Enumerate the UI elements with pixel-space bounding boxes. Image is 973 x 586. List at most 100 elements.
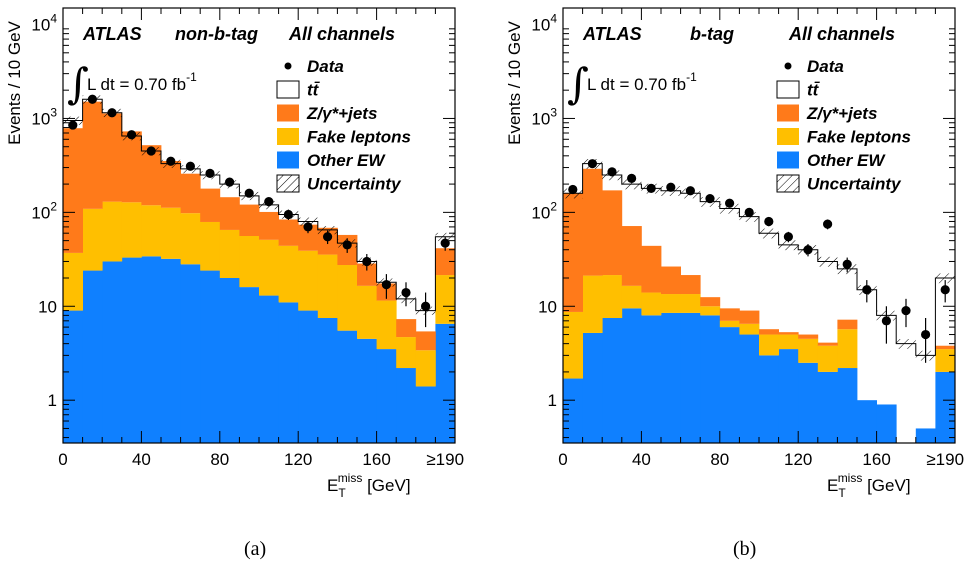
bar-otherew xyxy=(817,371,838,443)
legend-swatch-zjets xyxy=(777,104,799,122)
x-tick-label: 120 xyxy=(784,450,812,469)
bar-otherew xyxy=(739,334,760,443)
data-point xyxy=(87,94,97,104)
bar-zjets xyxy=(298,224,319,251)
data-point xyxy=(185,161,195,171)
data-point xyxy=(166,156,176,166)
bar-fake xyxy=(337,265,358,331)
legend-label-fake: Fake leptons xyxy=(307,128,411,147)
data-point xyxy=(725,198,735,208)
bar-zjets xyxy=(700,297,721,307)
uncertainty-band xyxy=(896,339,916,349)
bar-otherew xyxy=(63,310,83,443)
data-point xyxy=(705,194,715,204)
x-tick-label: 0 xyxy=(558,450,567,469)
bar-zjets xyxy=(621,226,642,286)
bar-zjets xyxy=(141,145,162,206)
data-point xyxy=(607,167,617,177)
bar-otherew xyxy=(200,270,221,443)
data-point xyxy=(764,216,774,227)
legend-swatch-fake xyxy=(277,128,299,145)
atlas-label: ATLAS xyxy=(582,24,642,44)
bar-zjets xyxy=(200,188,221,222)
panel-non-b-tag: 0 40 80 120 160 ≥190 1 10 102 103 104 Events / 10 G… xyxy=(5,7,464,500)
legend-swatch-ttbar xyxy=(776,80,800,99)
data-point xyxy=(685,186,696,196)
uncertainty-band xyxy=(778,240,799,251)
bar-otherew xyxy=(641,315,662,443)
integral-symbol: ∫ xyxy=(567,59,589,108)
atlas-label: ATLAS xyxy=(82,24,142,44)
legend-swatch-fake xyxy=(777,128,799,145)
bar-otherew xyxy=(82,270,103,443)
bar-otherew xyxy=(415,386,436,443)
legend-swatch-uncertainty xyxy=(776,174,800,193)
plot-area xyxy=(563,159,955,443)
bar-zjets xyxy=(582,168,603,276)
bar-fake xyxy=(278,245,299,303)
bar-zjets xyxy=(563,193,583,312)
x-tick-label: 160 xyxy=(362,450,390,469)
bar-fake xyxy=(239,236,260,288)
legend-data-marker xyxy=(784,62,792,70)
bar-fake xyxy=(415,350,436,387)
bar-fake xyxy=(180,213,201,265)
bar-zjets xyxy=(161,161,181,208)
bar-zjets xyxy=(102,113,123,202)
lumi-label: L dt = 0.70 fb-1 xyxy=(587,70,697,94)
legend-swatch-otherew xyxy=(277,151,299,169)
bar-zjets xyxy=(82,101,103,209)
y-tick-label: 10 xyxy=(38,297,57,316)
data-point xyxy=(568,184,578,195)
data-point xyxy=(381,280,391,290)
bar-fake xyxy=(63,252,83,311)
x-tick-label: 80 xyxy=(710,450,729,469)
bar-otherew xyxy=(278,302,299,443)
data-point xyxy=(440,238,450,248)
bar-zjets xyxy=(121,131,142,203)
y-tick-label: 102 xyxy=(531,199,557,222)
bar-zjets xyxy=(661,266,681,295)
bar-fake xyxy=(200,221,221,271)
bar-fake xyxy=(396,337,417,369)
bar-otherew xyxy=(915,428,936,443)
lumi-label: L dt = 0.70 fb-1 xyxy=(87,70,197,94)
bar-otherew xyxy=(935,371,955,443)
bar-otherew xyxy=(376,349,397,443)
data-point xyxy=(646,183,656,193)
data-point xyxy=(401,287,411,298)
data-point xyxy=(421,301,431,311)
bar-otherew xyxy=(680,312,701,443)
bar-zjets xyxy=(778,332,799,335)
bar-zjets xyxy=(180,173,201,214)
x-tick-label: 80 xyxy=(210,450,229,469)
bar-fake xyxy=(817,345,838,372)
data-point xyxy=(842,259,852,269)
bar-fake xyxy=(759,334,779,356)
data-point xyxy=(146,146,156,156)
legend-label-zjets: Z/γ*+jets xyxy=(306,104,377,123)
legend-label-unc: Uncertainty xyxy=(807,175,902,194)
bar-fake xyxy=(621,285,642,309)
y-tick-label: 102 xyxy=(31,199,57,222)
y-tick-label: 1 xyxy=(48,391,57,410)
bar-otherew xyxy=(357,338,377,443)
bar-otherew xyxy=(102,261,123,443)
bar-fake xyxy=(219,229,240,279)
bar-fake xyxy=(161,207,181,259)
x-tick-label: 160 xyxy=(862,450,890,469)
y-tick-label: 103 xyxy=(31,105,57,128)
uncertainty-band xyxy=(317,226,338,235)
bar-otherew xyxy=(563,378,583,443)
bar-otherew xyxy=(141,256,162,443)
bar-fake xyxy=(837,329,858,369)
caption-b: (b) xyxy=(733,538,757,560)
y-tick-label: 10 xyxy=(538,297,557,316)
bar-otherew xyxy=(719,327,740,443)
bar-zjets xyxy=(739,310,760,324)
data-point xyxy=(362,256,372,267)
plot-area xyxy=(63,94,455,443)
bar-otherew xyxy=(602,318,623,443)
y-axis-label: Events / 10 GeV xyxy=(505,20,524,144)
